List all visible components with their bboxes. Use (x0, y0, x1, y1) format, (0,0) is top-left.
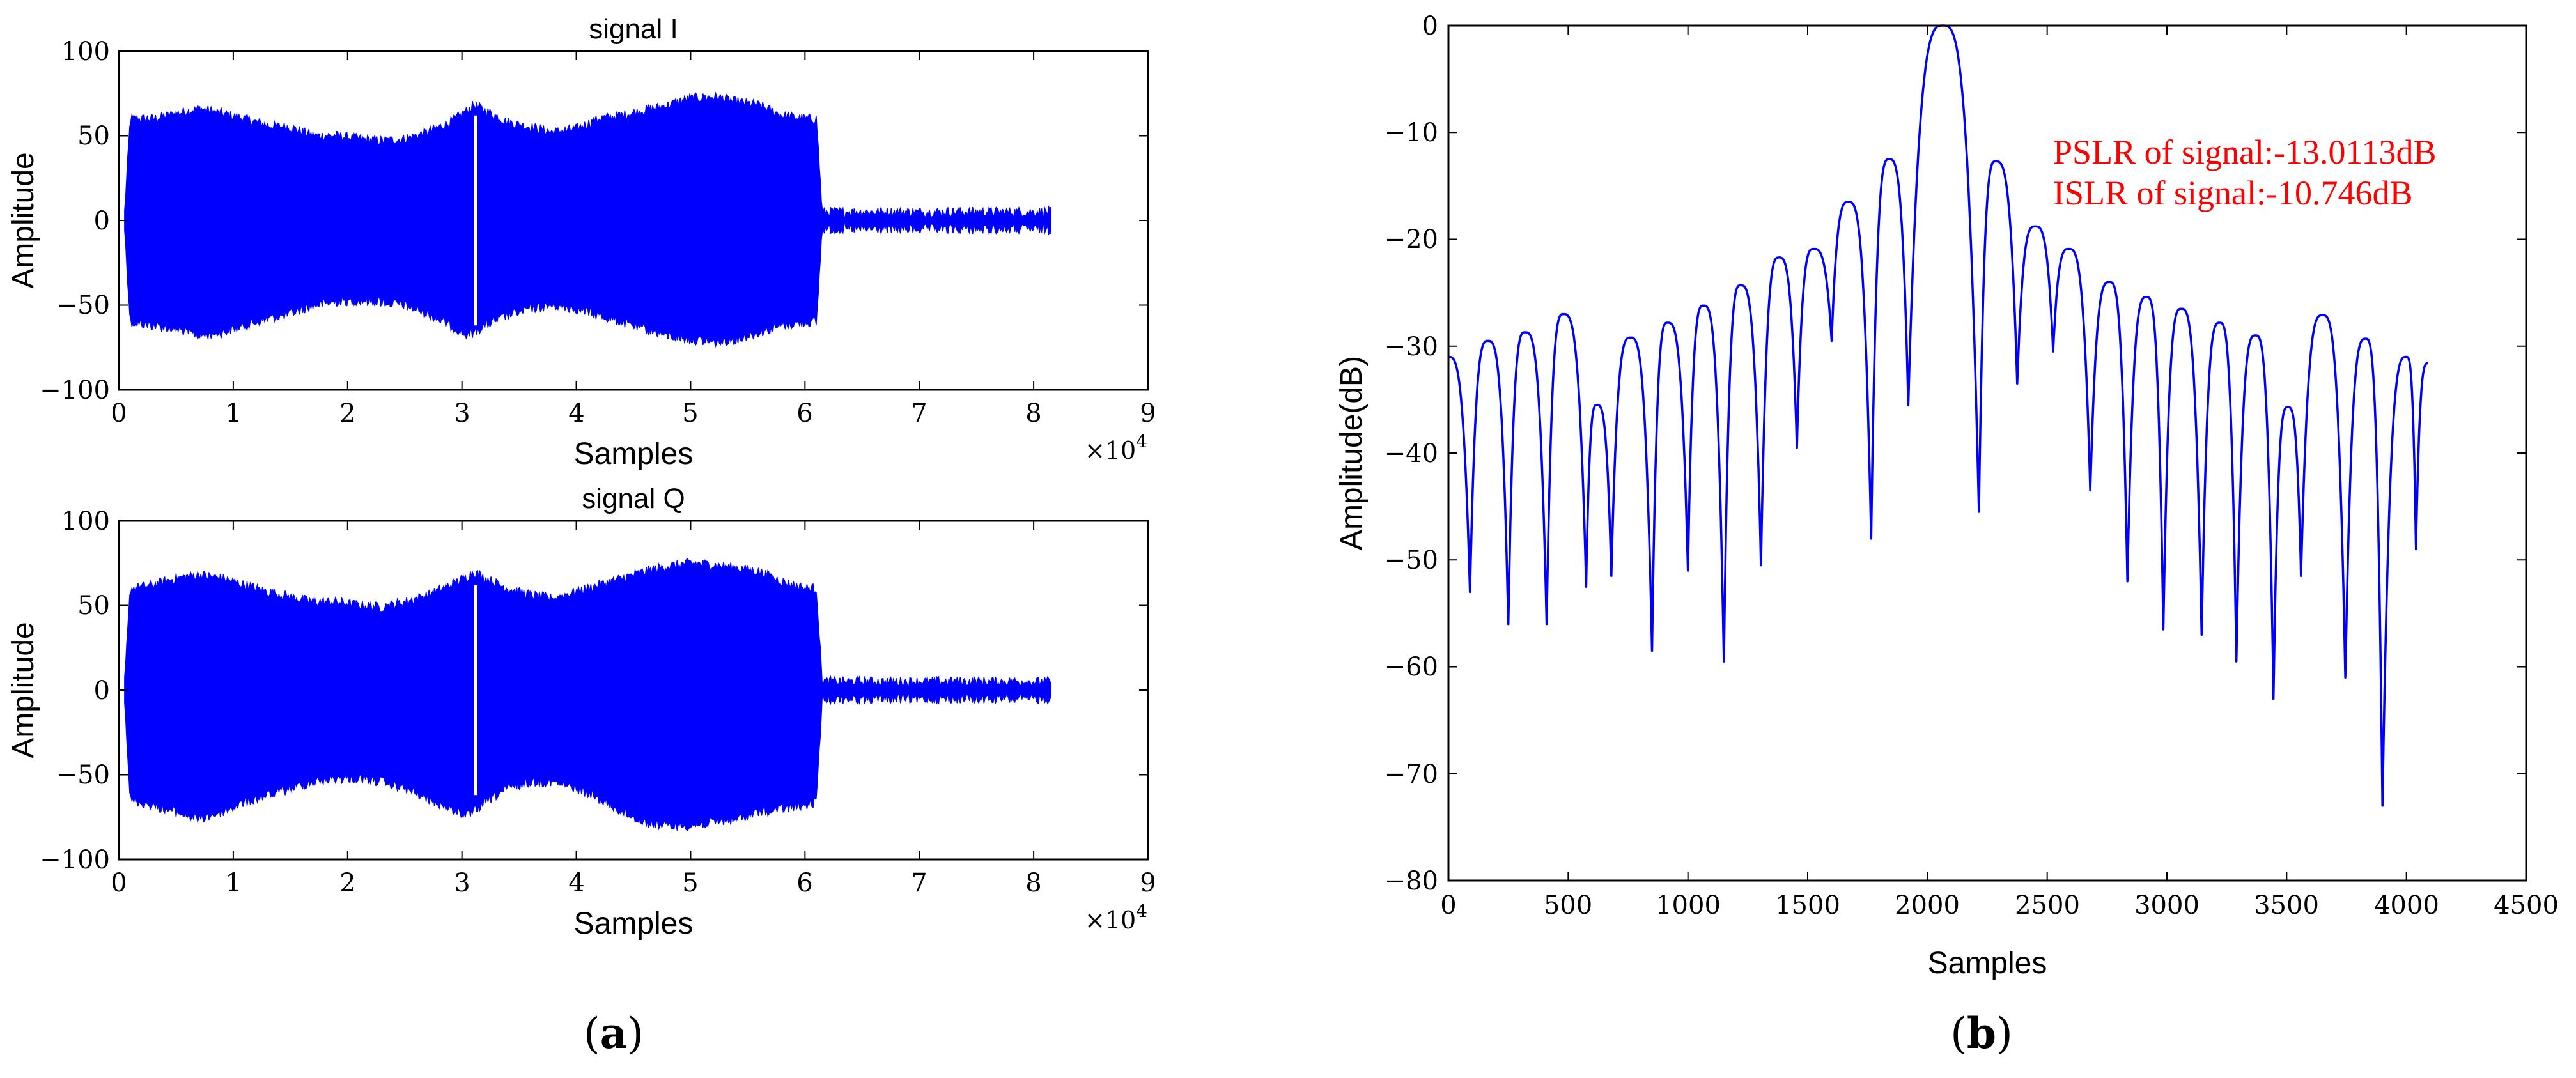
x-tick-label: 4500 (2494, 891, 2559, 920)
caption-b: (b) (1950, 1008, 2013, 1058)
y-tick-label: −60 (1385, 652, 1438, 682)
x-tick-label: 8 (1025, 868, 1041, 898)
y-tick-label: −100 (40, 845, 110, 875)
x-tick-label: 3000 (2134, 891, 2200, 920)
signal-i-x-ticks: 0 1 2 3 4 5 6 7 8 9 (111, 399, 1156, 428)
x-tick-label: 2000 (1895, 891, 1960, 920)
y-tick-label: 0 (94, 206, 110, 236)
y-tick-label: 100 (61, 37, 110, 66)
x-tick-label: 2 (339, 399, 355, 428)
signal-q-title: signal Q (582, 483, 685, 514)
y-tick-label: −70 (1385, 760, 1438, 789)
x-tick-label: 5 (682, 399, 698, 428)
multiplier-exponent: 4 (1136, 900, 1147, 921)
signal-q-x-ticks: 0 1 2 3 4 5 6 7 8 9 (111, 868, 1156, 898)
signal-q-y-axis-label: Amplitude (6, 622, 40, 758)
chart-sidelobe-response: 0 −10 −20 −30 −40 −50 −60 −70 −80 0 500 … (1335, 12, 2559, 980)
signal-i-x-multiplier: ×104 (1085, 431, 1147, 465)
multiplier-base: ×10 (1085, 436, 1136, 465)
y-tick-label: −40 (1385, 439, 1438, 468)
amplitude-db-y-ticks: 0 −10 −20 −30 −40 −50 −60 −70 −80 (1385, 12, 1438, 896)
signal-q-y-ticks: 100 50 0 −50 −100 (40, 507, 110, 875)
islr-annotation: ISLR of signal:-10.746dB (2053, 174, 2413, 212)
x-tick-label: 3 (454, 868, 470, 898)
signal-q-trace (124, 557, 1051, 832)
x-tick-label: 0 (111, 399, 127, 428)
y-tick-label: −10 (1385, 118, 1438, 148)
multiplier-base: ×10 (1085, 906, 1136, 934)
signal-q-x-multiplier: ×104 (1085, 900, 1147, 934)
caption-a-letter: a (600, 1008, 628, 1058)
x-tick-label: 0 (111, 868, 127, 898)
caption-b-letter: b (1967, 1008, 1996, 1058)
y-tick-label: 50 (77, 121, 110, 151)
amplitude-db-x-axis-label: Samples (1928, 946, 2047, 980)
signal-envelope-band (124, 557, 1051, 832)
x-tick-label: 1 (225, 399, 241, 428)
y-tick-label: −30 (1385, 332, 1438, 362)
signal-envelope-band (124, 91, 1051, 348)
x-tick-label: 1 (225, 868, 241, 898)
signal-i-trace (124, 91, 1051, 348)
y-tick-label: 0 (94, 676, 110, 705)
x-tick-label: 4000 (2374, 891, 2439, 920)
y-tick-label: −50 (1385, 546, 1438, 575)
y-tick-label: −20 (1385, 225, 1438, 254)
x-tick-label: 3500 (2254, 891, 2319, 920)
y-tick-label: −100 (40, 376, 110, 405)
x-tick-label: 2 (339, 868, 355, 898)
x-tick-label: 9 (1140, 399, 1156, 428)
x-tick-label: 5 (682, 868, 698, 898)
x-tick-label: 9 (1140, 868, 1156, 898)
signal-i-title: signal I (589, 13, 678, 45)
x-tick-label: 7 (911, 399, 927, 428)
pslr-annotation: PSLR of signal:-13.0113dB (2053, 133, 2437, 171)
x-tick-label: 1000 (1656, 891, 1721, 920)
caption-a: (a) (584, 1008, 644, 1058)
y-tick-label: 100 (61, 507, 110, 536)
x-tick-label: 1500 (1775, 891, 1840, 920)
x-tick-label: 4 (568, 868, 584, 898)
x-tick-label: 6 (796, 868, 812, 898)
multiplier-exponent: 4 (1136, 431, 1147, 452)
amplitude-db-x-ticks: 0 500 1000 1500 2000 2500 3000 3500 4000… (1440, 891, 2559, 920)
amplitude-db-y-axis-label: Amplitude(dB) (1335, 356, 1369, 550)
y-tick-label: −50 (56, 760, 110, 790)
x-tick-label: 6 (796, 399, 812, 428)
chart-signal-i: signal I 100 50 0 −50 −100 0 1 2 3 4 5 6… (6, 13, 1156, 471)
signal-q-x-axis-label: Samples (574, 907, 694, 941)
signal-i-y-ticks: 100 50 0 −50 −100 (40, 37, 110, 405)
y-tick-label: −50 (56, 291, 110, 320)
signal-i-x-axis-label: Samples (574, 437, 694, 471)
y-tick-label: 50 (77, 591, 110, 620)
y-tick-label: −80 (1385, 866, 1438, 896)
x-tick-label: 4 (568, 399, 584, 428)
signal-i-y-axis-label: Amplitude (6, 152, 40, 288)
chart-signal-q: signal Q 100 50 0 −50 −100 0 1 2 3 4 5 6… (6, 483, 1156, 941)
x-tick-label: 7 (911, 868, 927, 898)
x-tick-label: 0 (1440, 891, 1456, 920)
x-tick-label: 500 (1544, 891, 1592, 920)
y-tick-label: 0 (1422, 12, 1438, 41)
x-tick-label: 2500 (2015, 891, 2080, 920)
x-tick-label: 8 (1025, 399, 1041, 428)
x-tick-label: 3 (454, 399, 470, 428)
